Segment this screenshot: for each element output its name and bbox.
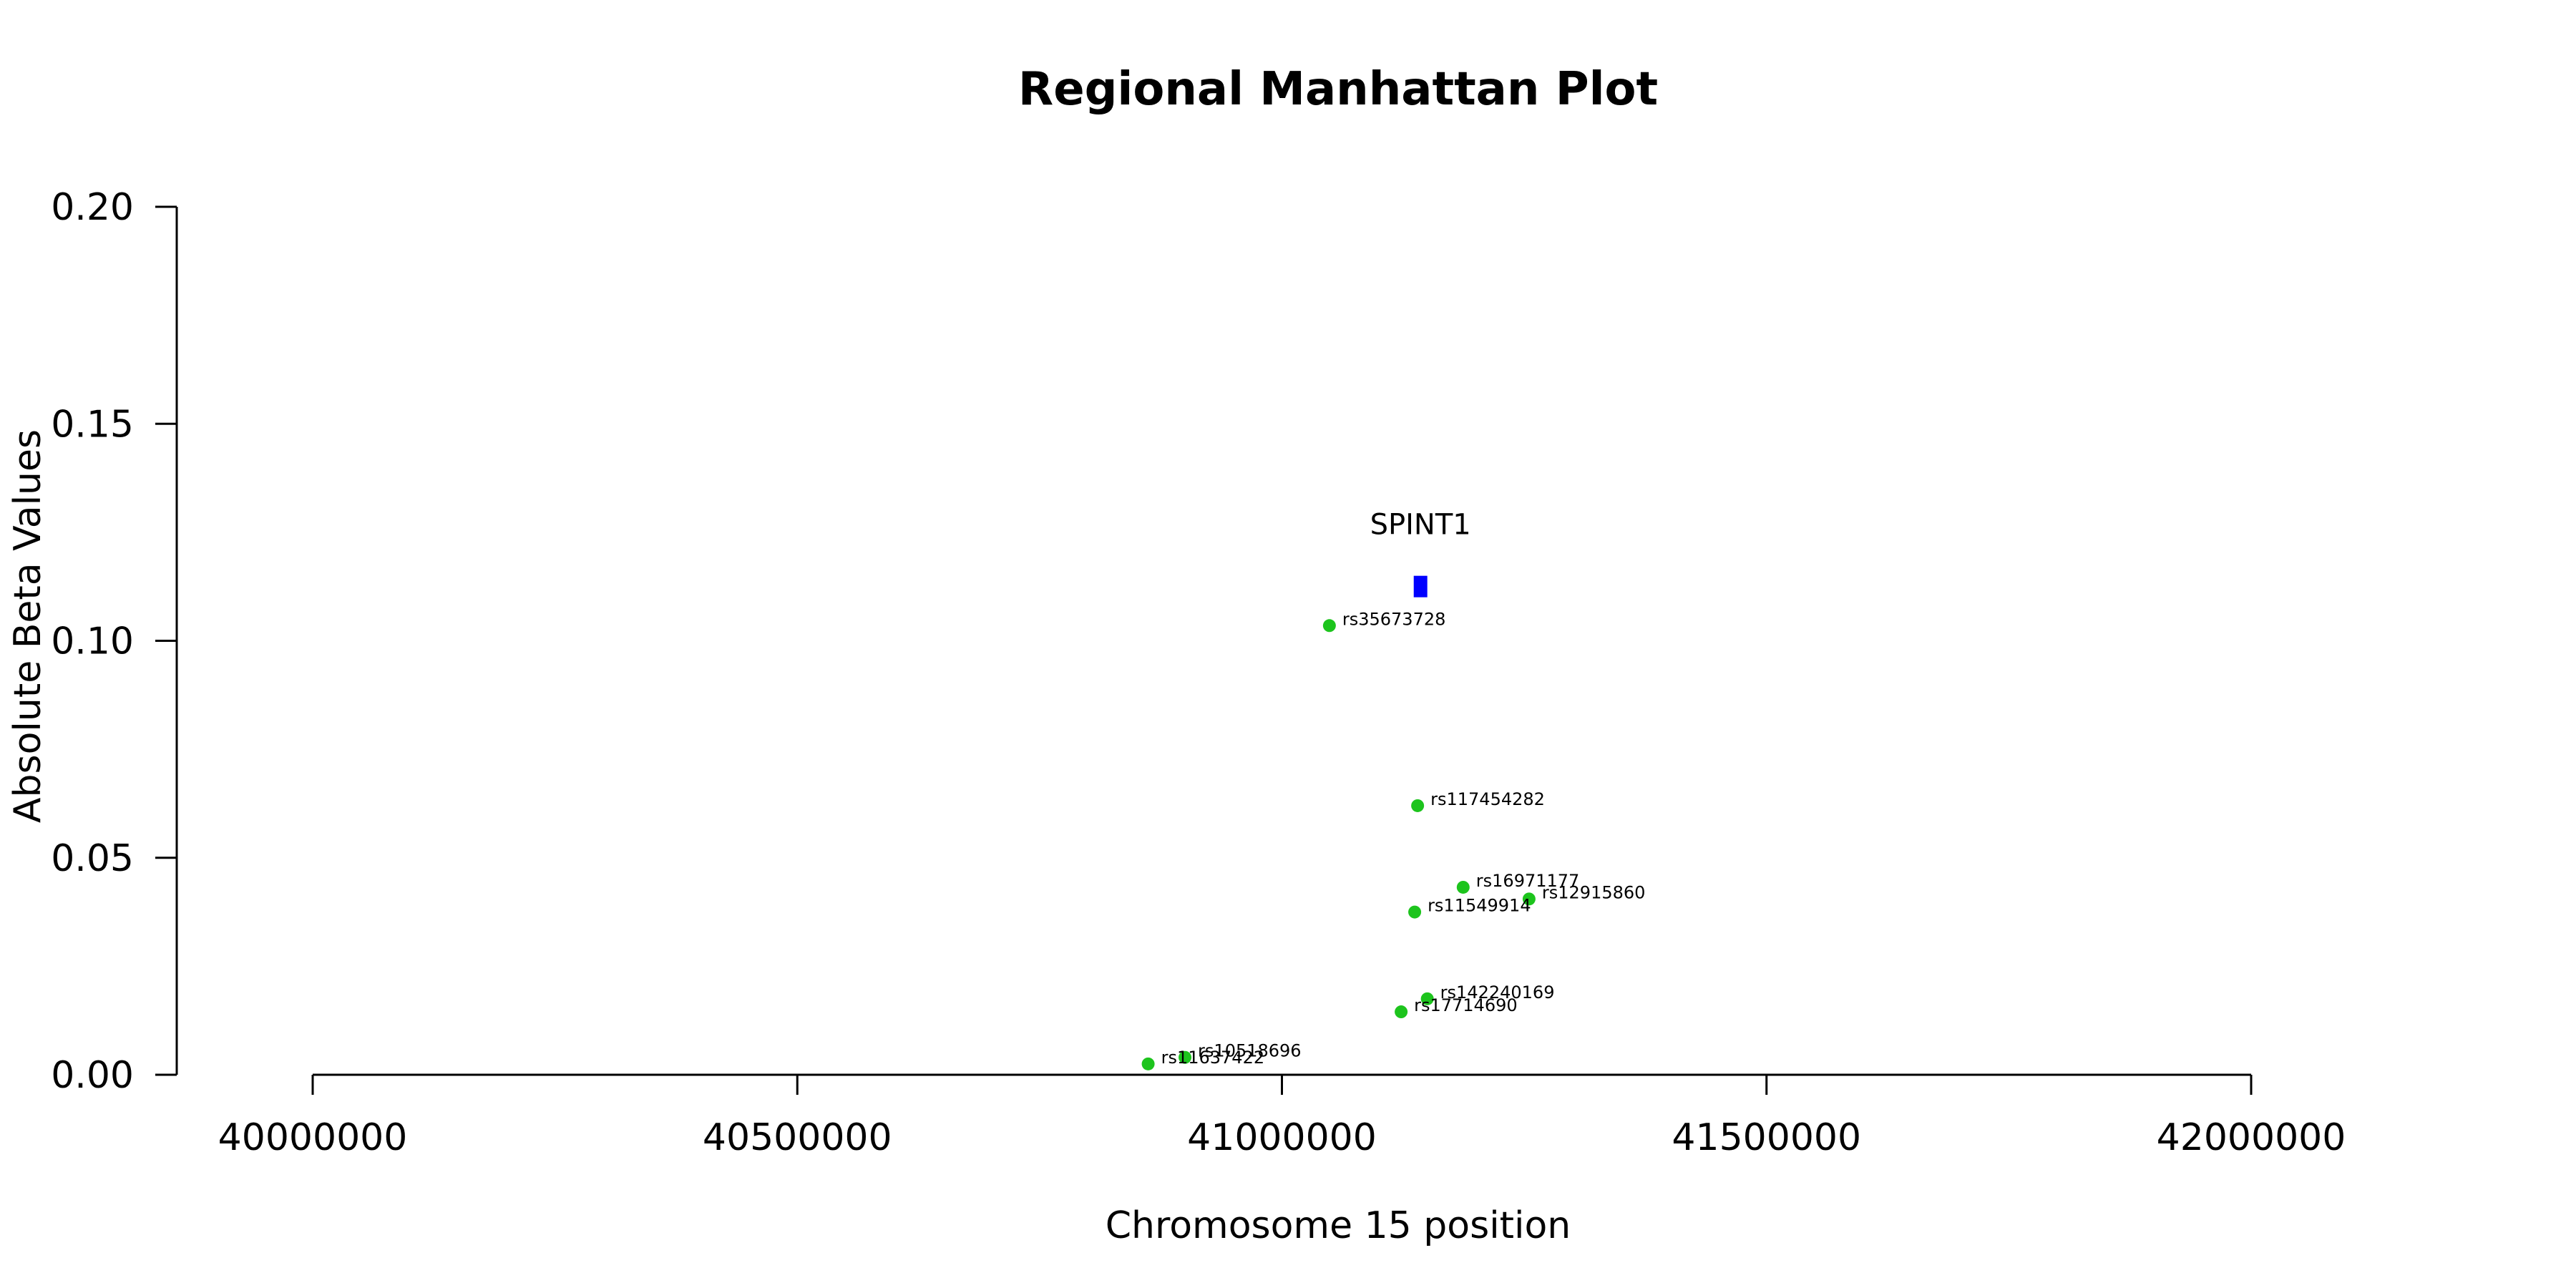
x-tick-label: 40000000 — [218, 1116, 408, 1159]
gene-block — [1413, 575, 1428, 597]
y-tick-label: 0.10 — [51, 620, 134, 663]
snp-point — [1141, 1057, 1155, 1070]
snp-label: rs17714690 — [1414, 995, 1518, 1015]
y-axis: 0.00 0.05 0.10 0.15 0.20 — [51, 186, 178, 1097]
x-axis-label: Chromosome 15 position — [1106, 1204, 1571, 1247]
snp-label: rs11637422 — [1161, 1048, 1265, 1068]
y-tick-label: 0.05 — [51, 837, 134, 880]
snp-point — [1408, 905, 1422, 919]
snp-label: rs11549914 — [1428, 896, 1531, 916]
x-tick-label: 41000000 — [1187, 1116, 1377, 1159]
snp-point — [1456, 880, 1470, 894]
y-tick-label: 0.15 — [51, 403, 134, 446]
y-tick-label: 0.00 — [51, 1054, 134, 1097]
y-tick-label: 0.20 — [51, 186, 134, 229]
snp-point — [1395, 1005, 1408, 1019]
x-axis: 40000000 40500000 41000000 41500000 42000000 — [218, 1073, 2346, 1159]
x-tick-label: 42000000 — [2157, 1116, 2346, 1159]
chart-title: Regional Manhattan Plot — [1018, 63, 1658, 116]
snp-point — [1179, 1050, 1192, 1064]
snp-label: rs142240169 — [1440, 982, 1555, 1002]
x-tick-label: 41500000 — [1672, 1116, 1861, 1159]
snp-point — [1322, 619, 1336, 633]
x-tick-label: 40500000 — [703, 1116, 892, 1159]
snp-label: rs10518696 — [1198, 1041, 1302, 1061]
gene-label: SPINT1 — [1370, 509, 1471, 542]
snp-label: rs16971177 — [1476, 871, 1580, 891]
snp-label: rs117454282 — [1430, 789, 1545, 809]
snp-label: rs35673728 — [1342, 609, 1446, 629]
snp-point — [1522, 892, 1536, 906]
gene-track: SPINT1 — [1370, 509, 1471, 597]
snp-point — [1411, 799, 1425, 812]
snp-point — [1420, 992, 1434, 1005]
snp-points: rs35673728 rs117454282 rs16971177rs1291586… — [1141, 609, 1646, 1070]
snp-label: rs12915860 — [1542, 882, 1646, 902]
y-axis-label: Absolute Beta Values — [6, 429, 49, 823]
